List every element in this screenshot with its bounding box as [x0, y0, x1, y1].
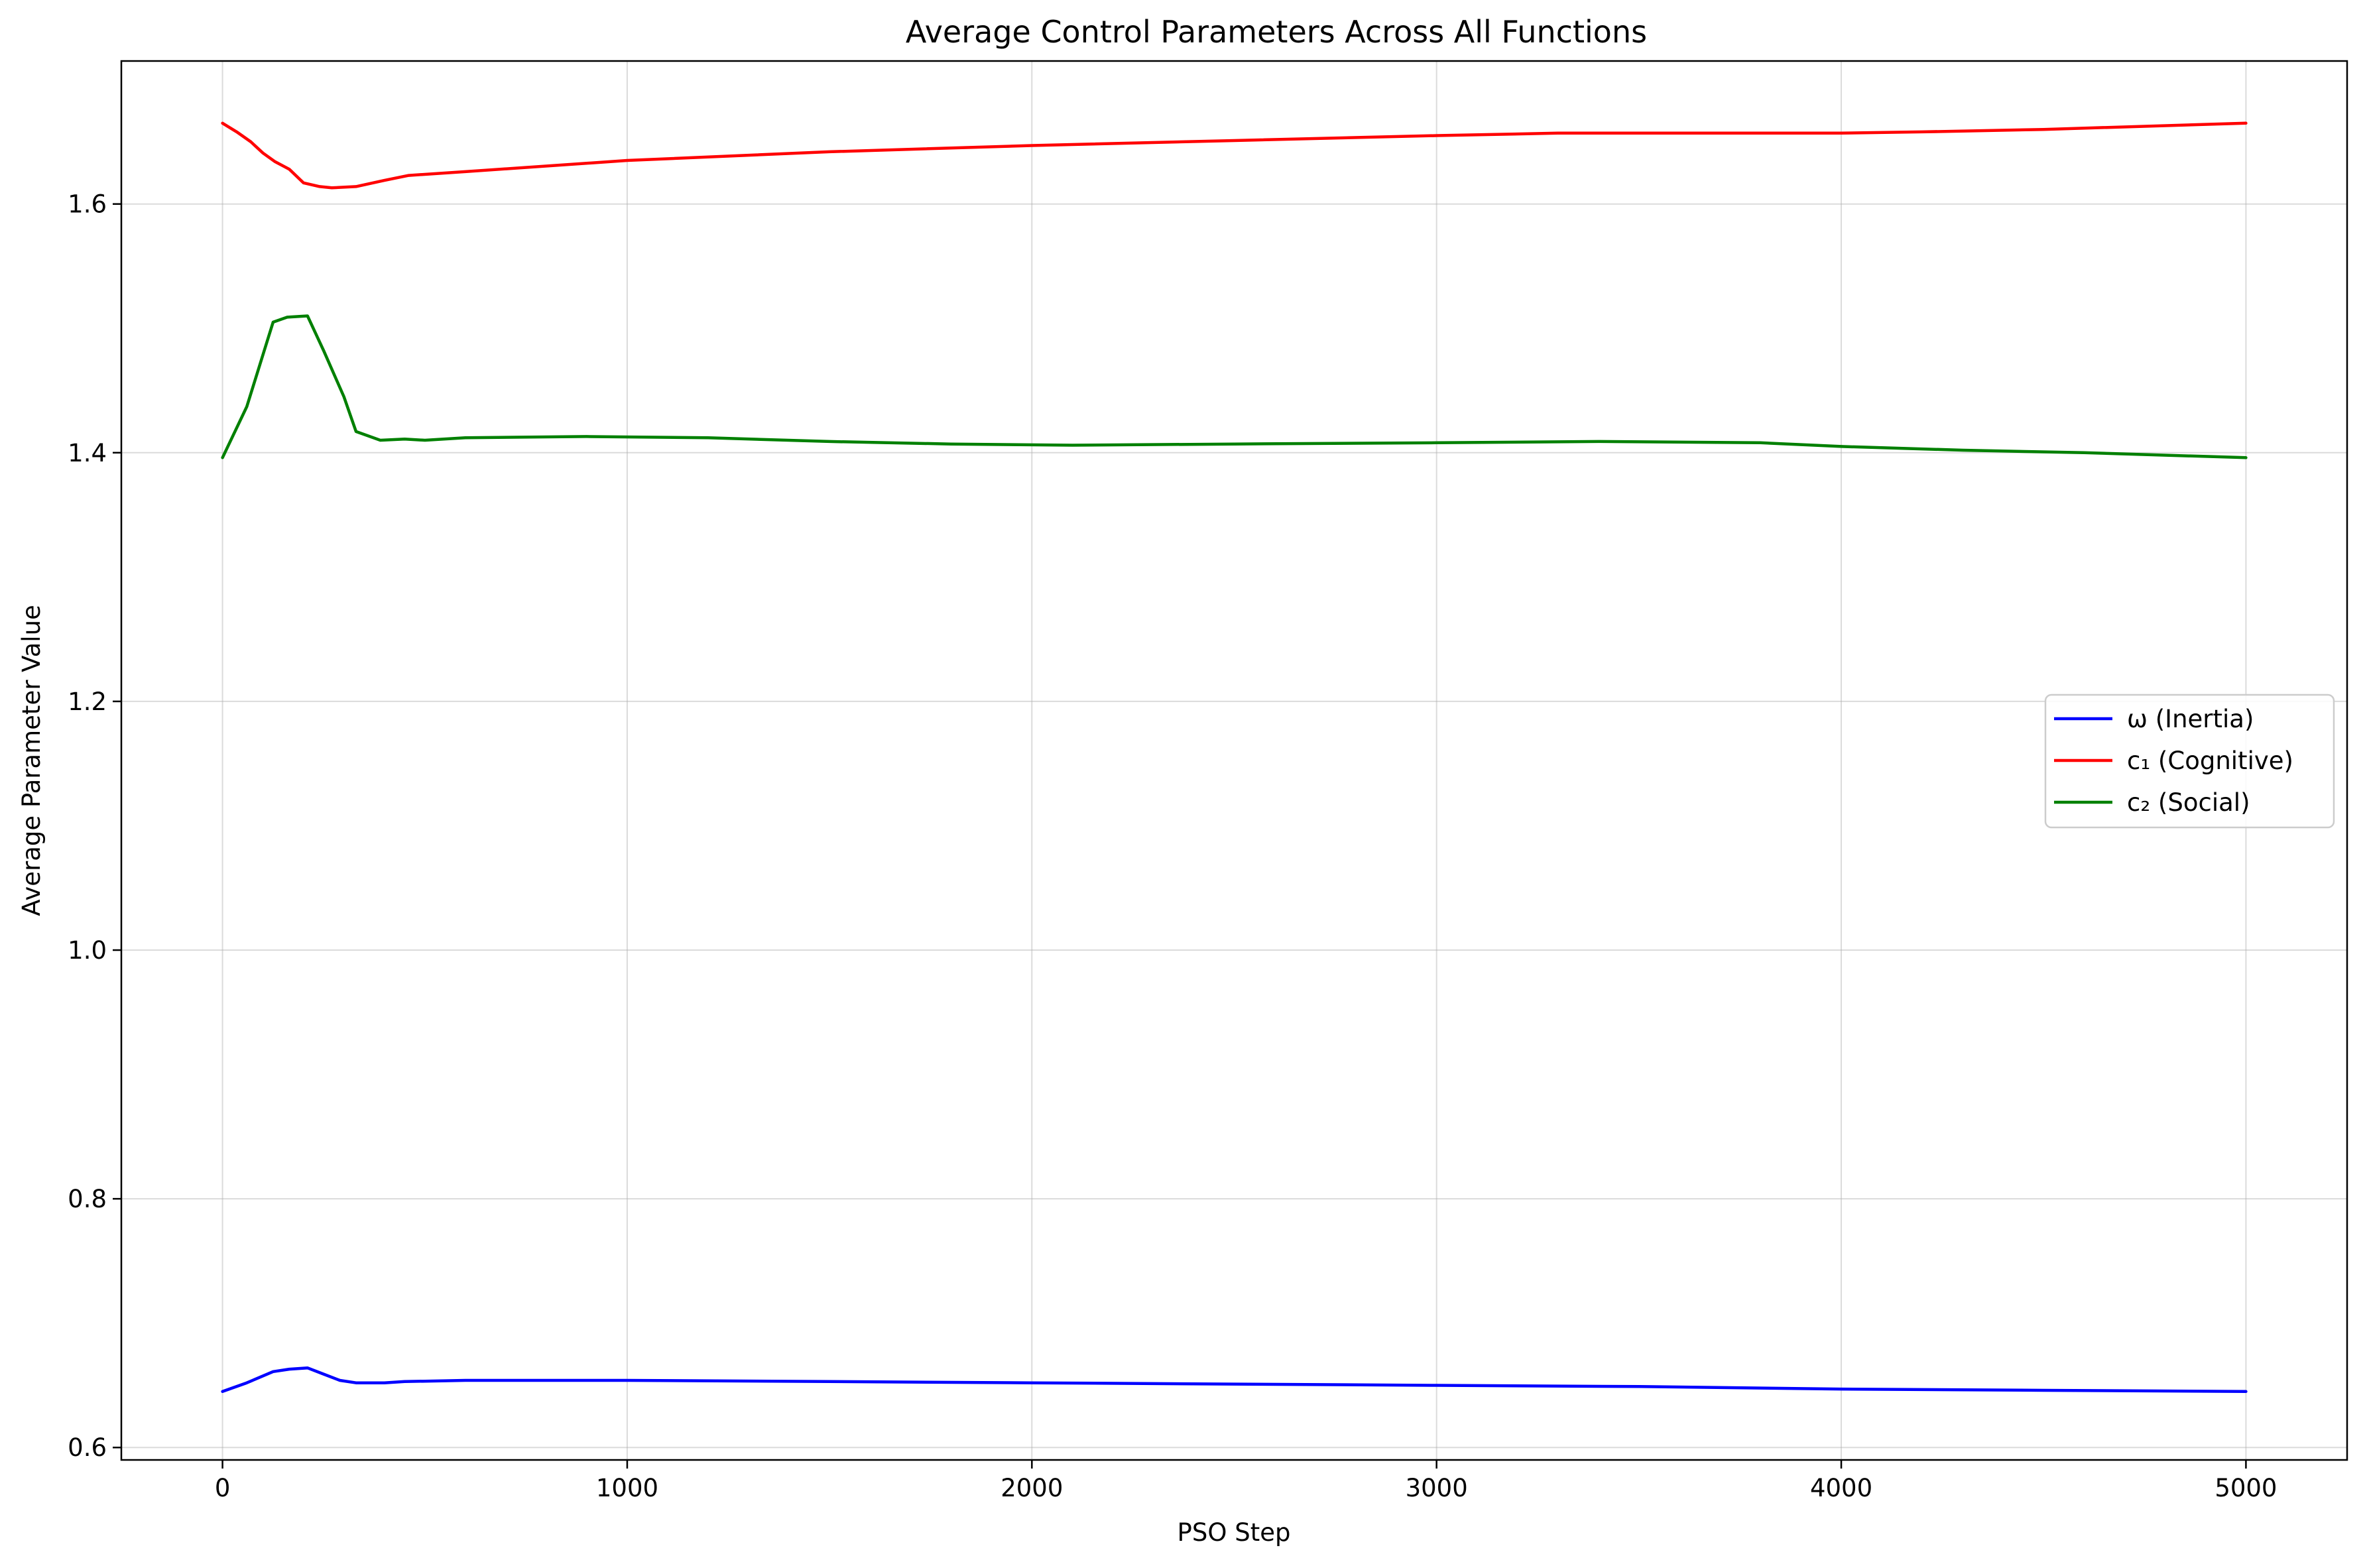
x-tick-label: 1000 [596, 1474, 658, 1502]
plot-area-frame [120, 60, 2348, 1461]
x-tick-label: 3000 [1406, 1474, 1468, 1502]
y-tick-label: 1.0 [68, 936, 107, 965]
y-tick-label: 0.8 [68, 1185, 107, 1213]
series-lines [221, 121, 2248, 1394]
legend: ω (Inertia) c₁ (Cognitive) c₂ (Social) [2044, 694, 2335, 829]
x-tick-label: 5000 [2215, 1474, 2277, 1502]
legend-label-1: c₁ (Cognitive) [2127, 747, 2293, 775]
legend-entries: ω (Inertia) c₁ (Cognitive) c₂ (Social) [2054, 705, 2293, 817]
legend-label-0: ω (Inertia) [2127, 705, 2254, 733]
y-tick-label: 1.2 [68, 688, 107, 716]
x-axis-label: PSO Step [1178, 1518, 1291, 1547]
y-tick-label: 0.6 [68, 1433, 107, 1462]
y-tick-label: 1.4 [68, 439, 107, 467]
chart-title: Average Control Parameters Across All Fu… [906, 14, 1647, 50]
y-tick-label: 1.6 [68, 190, 107, 219]
y-axis-ticks: 0.6 0.8 1.0 1.2 1.4 1.6 [68, 190, 121, 1462]
series-line-2 [221, 314, 2248, 459]
series-line-0 [221, 1366, 2248, 1394]
x-tick-label: 0 [215, 1474, 231, 1502]
x-tick-label: 4000 [1810, 1474, 1872, 1502]
y-axis-label: Average Parameter Value [17, 605, 46, 916]
legend-label-2: c₂ (Social) [2127, 788, 2250, 817]
series-line-1 [221, 121, 2248, 190]
x-tick-label: 2000 [1001, 1474, 1063, 1502]
legend-box [2044, 694, 2335, 829]
x-axis-ticks: 0 1000 2000 3000 4000 5000 [215, 1460, 2277, 1502]
